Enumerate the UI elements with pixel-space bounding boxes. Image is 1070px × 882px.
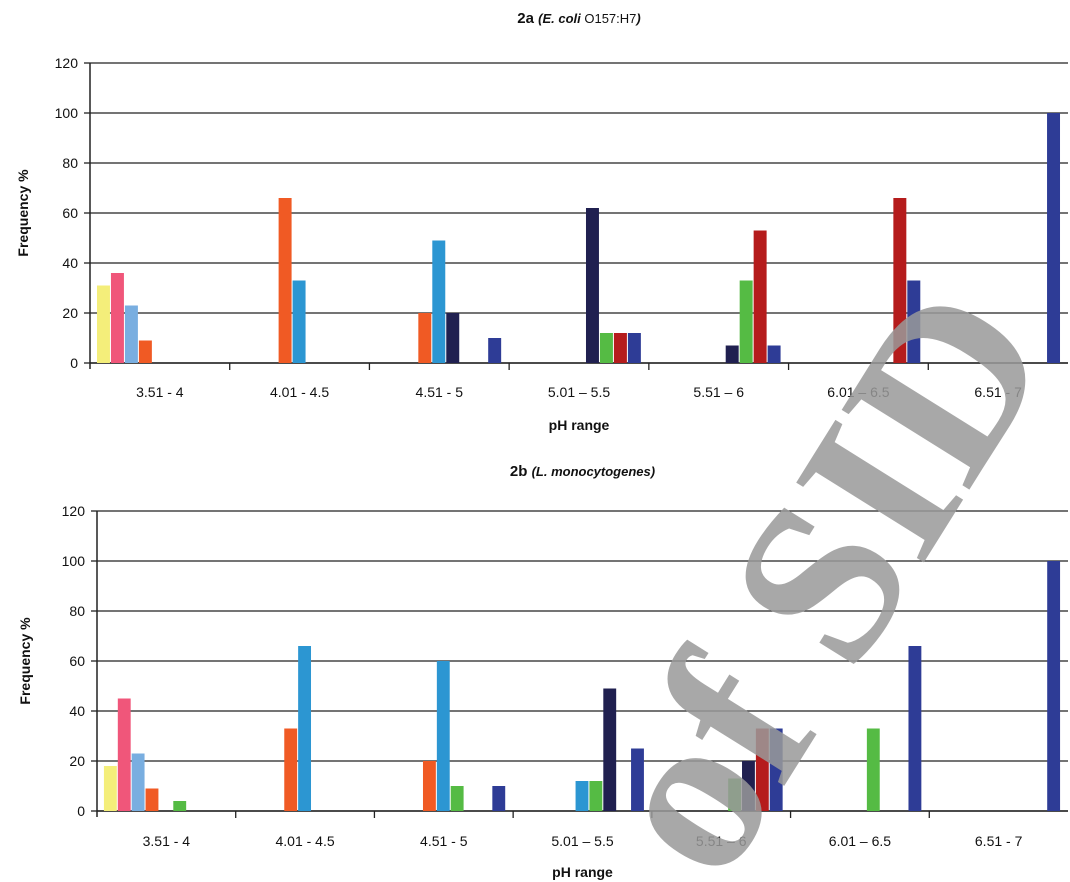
bar [145,788,159,811]
bar [893,198,907,363]
bar [585,208,599,363]
bar [488,338,502,363]
x-tick-label: 3.51 - 4 [143,833,191,849]
bar [492,786,506,811]
y-tick-label: 20 [69,753,85,769]
bar [117,698,131,811]
bar [284,728,298,811]
y-tick-label: 120 [62,503,86,519]
chart-title-number: 2a [517,10,538,27]
x-tick-label: 5.51 – 6 [693,384,744,400]
bar [589,781,603,811]
chart-2b: 2b (L. monocytogenes) 0 20 40 60 80 100 120 3.51… [17,463,1068,880]
y-tick-label: 0 [77,803,85,819]
bar [1047,561,1061,811]
chart-title-close: ) [634,11,640,26]
y-tick-label: 100 [55,105,79,121]
x-tick-label: 5.51 – 6 [696,833,747,849]
bar [422,761,436,811]
x-tick-label: 4.01 - 4.5 [270,384,329,400]
bar [599,333,613,363]
bar [96,285,110,363]
bar [739,280,753,363]
chart-title-organism: (E. coli [538,11,581,26]
bar [728,778,742,811]
bar [292,280,306,363]
x-tick-label: 4.51 - 5 [416,384,464,400]
bar [1047,113,1061,363]
bar [631,748,644,811]
bar [173,801,187,811]
bar [298,646,312,811]
bar [103,766,117,811]
bar [432,240,446,363]
bar [627,333,641,363]
x-axis-label: pH range [552,864,613,880]
bar [603,688,617,811]
x-tick-label: 6.51 - 7 [975,833,1023,849]
chart-title-number: 2b [510,463,532,480]
y-tick-label: 80 [62,155,78,171]
y-tick-label: 120 [55,55,79,71]
bar [110,273,124,363]
y-tick-label: 60 [62,205,78,221]
x-tick-label: 5.01 – 5.5 [548,384,610,400]
bar [725,345,739,363]
x-axis-label: pH range [549,417,610,433]
chart-title: 2b (L. monocytogenes) [510,463,655,480]
x-tick-label: 3.51 - 4 [136,384,184,400]
x-tick-label: 4.51 - 5 [420,833,468,849]
chart-title-organism: (L. monocytogenes) [532,464,656,479]
bar [742,761,755,811]
x-tick-label: 6.51 - 7 [974,384,1022,400]
x-tick-label: 4.01 - 4.5 [275,833,334,849]
bar [755,728,769,811]
y-tick-label: 20 [62,305,78,321]
bar [753,230,767,363]
bar [575,781,589,811]
bar [436,661,450,811]
bar [418,313,432,363]
bar [450,786,464,811]
chart-title-strain: O157:H7 [581,11,637,26]
y-tick-label: 0 [70,355,78,371]
chart-2a: 2a (E. coli O157:H7) 0 20 40 60 80 100 120 3.51 … [15,10,1068,433]
y-tick-label: 40 [62,255,78,271]
bar [124,305,138,363]
bar [278,198,292,363]
x-tick-label: 5.01 – 5.5 [551,833,613,849]
y-tick-label: 80 [69,603,85,619]
bar [908,646,922,811]
bar [767,345,781,363]
bar [769,728,783,811]
bar [446,313,460,363]
y-tick-label: 100 [62,553,86,569]
chart-title: 2a (E. coli O157:H7) [517,10,640,27]
bar [866,728,880,811]
x-tick-label: 6.01 – 6.5 [827,384,889,400]
y-tick-label: 60 [69,653,85,669]
y-tick-label: 40 [69,703,85,719]
bar [138,340,152,363]
y-axis-label: Frequency % [17,617,33,705]
x-tick-label: 6.01 – 6.5 [829,833,891,849]
bar [131,753,145,811]
bar [613,333,627,363]
bar [907,280,921,363]
y-axis-label: Frequency % [15,169,31,257]
